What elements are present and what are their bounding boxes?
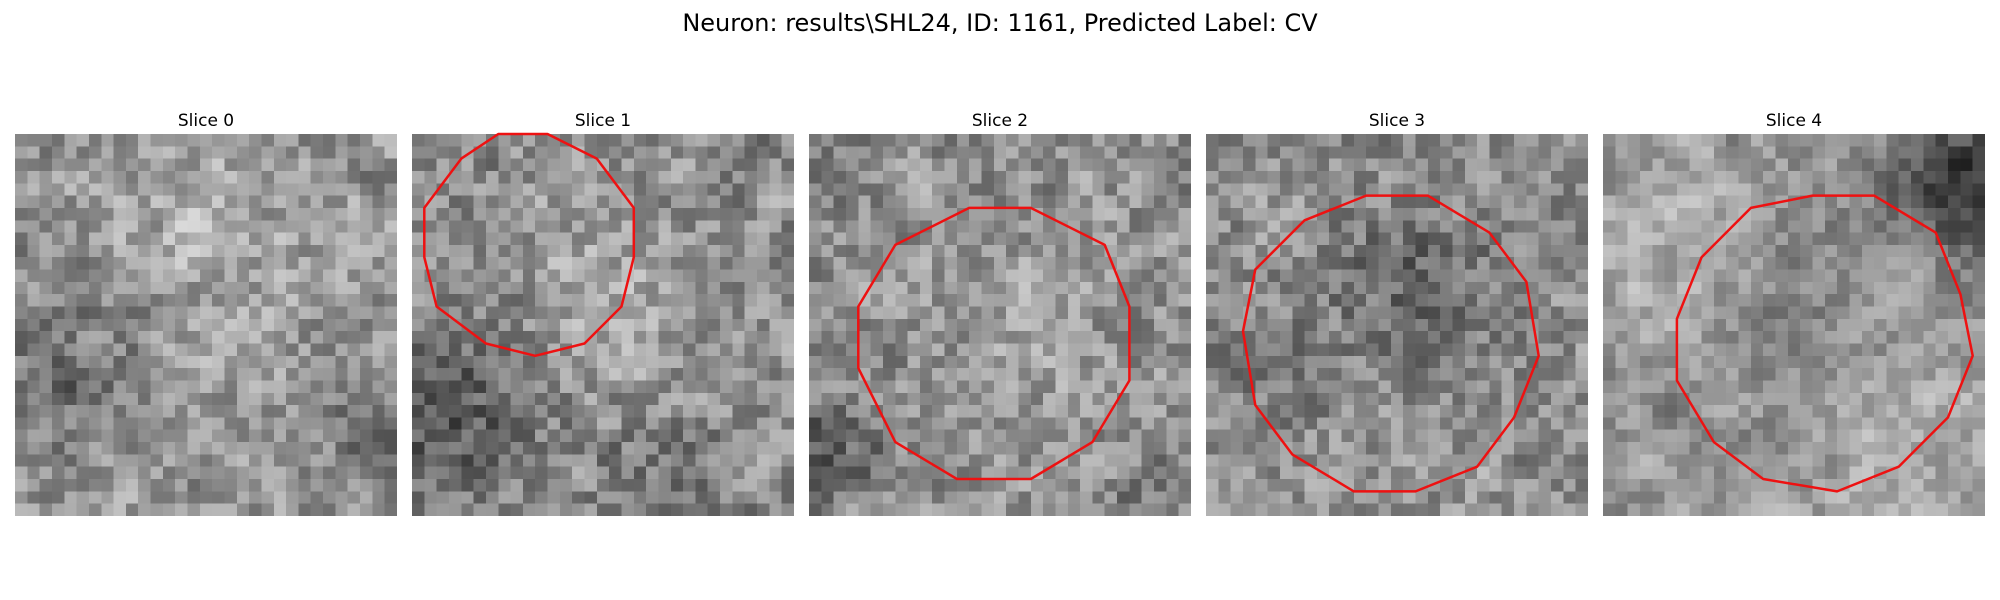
slice-image bbox=[1206, 134, 1588, 516]
slice-title: Slice 3 bbox=[1206, 110, 1588, 132]
roi-contour-layer bbox=[15, 134, 397, 516]
slice-image bbox=[15, 134, 397, 516]
roi-contour bbox=[1243, 196, 1539, 492]
roi-contour-layer bbox=[1206, 134, 1588, 516]
roi-contour bbox=[858, 208, 1129, 479]
slice-panel-0: Slice 0 bbox=[15, 110, 397, 132]
slice-panel-1: Slice 1 bbox=[412, 110, 794, 132]
slice-image bbox=[809, 134, 1191, 516]
slice-image bbox=[412, 134, 794, 516]
slice-title: Slice 1 bbox=[412, 110, 794, 132]
slice-title: Slice 2 bbox=[809, 110, 1191, 132]
slice-title: Slice 4 bbox=[1603, 110, 1985, 132]
figure-title: Neuron: results\SHL24, ID: 1161, Predict… bbox=[0, 6, 2000, 40]
roi-contour-layer bbox=[1603, 134, 1985, 516]
slice-image bbox=[1603, 134, 1985, 516]
slice-panel-2: Slice 2 bbox=[809, 110, 1191, 132]
roi-contour-layer bbox=[809, 134, 1191, 516]
roi-contour-layer bbox=[412, 134, 794, 516]
slice-title: Slice 0 bbox=[15, 110, 397, 132]
slice-panel-3: Slice 3 bbox=[1206, 110, 1588, 132]
slice-panel-4: Slice 4 bbox=[1603, 110, 1985, 132]
roi-contour bbox=[424, 134, 634, 356]
roi-contour bbox=[1677, 196, 1973, 492]
